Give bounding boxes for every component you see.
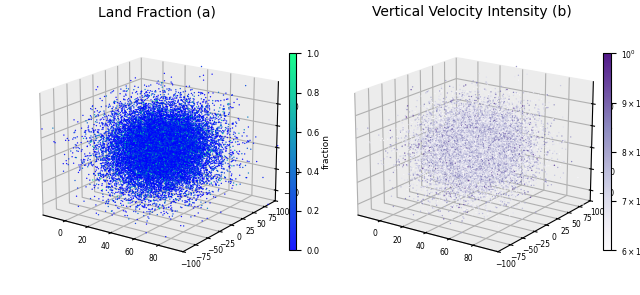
Y-axis label: fraction: fraction <box>322 135 331 169</box>
Title: Land Fraction (a): Land Fraction (a) <box>99 6 216 19</box>
Title: Vertical Velocity Intensity (b): Vertical Velocity Intensity (b) <box>372 6 572 19</box>
